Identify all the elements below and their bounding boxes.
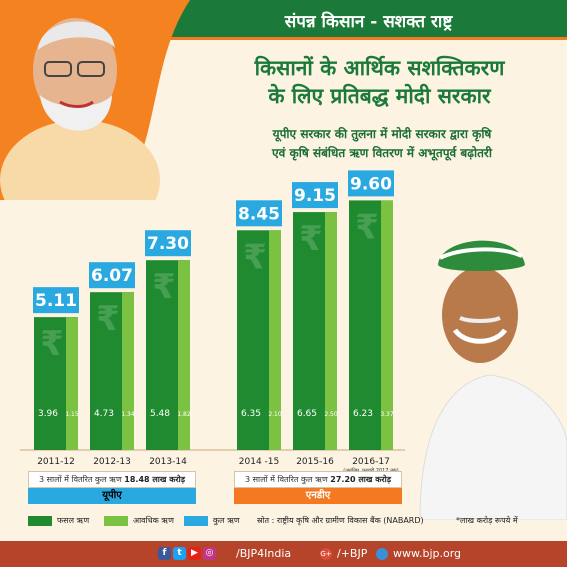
bar-term-1: [122, 292, 134, 450]
category-label-2: 2013-14: [149, 457, 187, 467]
total-label-1: 6.07: [91, 266, 133, 286]
bar-term-3: [269, 230, 281, 450]
crop-value-label-1: 4.73: [94, 409, 114, 419]
twitter-icon[interactable]: t: [173, 547, 186, 560]
bar-term-2: [178, 260, 190, 450]
leader-portrait: [0, 0, 190, 200]
term-value-label-3: 2.10: [268, 411, 282, 418]
category-label-4: 2015-16: [296, 457, 334, 467]
total-label-3: 8.45: [238, 204, 280, 224]
footer-bar: f t ▶ ◎ /BJP4India G+ /+BJP www.bjp.org: [0, 541, 567, 567]
legend-swatch-crop: [28, 516, 52, 526]
nda-summary-prefix: 3 सालों में वितरित कुल ऋण: [245, 475, 331, 484]
header-band: संपन्न किसान - सशक्त राष्ट्र: [170, 0, 567, 40]
crop-value-label-0: 3.96: [38, 409, 58, 419]
upa-group-label: यूपीए: [28, 488, 196, 504]
rupee-watermark-4: ₹: [299, 219, 323, 259]
google-plus-icon[interactable]: G+: [320, 548, 332, 560]
bar-term-0: [66, 317, 78, 450]
category-label-1: 2012-13: [93, 457, 131, 467]
term-value-label-4: 2.50: [324, 411, 338, 418]
farmer-illustration: [419, 240, 567, 520]
crop-value-label-4: 6.65: [297, 409, 317, 419]
legend-item-total: कुल ऋण: [184, 514, 240, 528]
total-label-4: 9.15: [294, 186, 336, 206]
term-value-label-5: 3.37: [380, 411, 394, 418]
legend-item-term: आवधिक ऋण: [104, 514, 174, 528]
category-label-5: 2016-17: [352, 457, 390, 467]
subheadline-line-2: एवं कृषि संबंधित ऋण वितरण में अभूतपूर्व …: [272, 146, 492, 160]
category-label-3: 2014 -15: [239, 457, 279, 467]
total-label-box-4: [292, 182, 338, 209]
website-link[interactable]: www.bjp.org: [393, 547, 462, 560]
total-label-box-0: [33, 287, 79, 314]
legend-swatch-total: [184, 516, 208, 526]
subheadline-line-1: यूपीए सरकार की तुलना में मोदी सरकार द्वा…: [272, 127, 492, 141]
rupee-watermark-5: ₹: [355, 207, 379, 247]
upa-summary: 3 सालों में वितरित कुल ऋण 18.48 लाख करोड…: [28, 471, 196, 488]
nda-group-label: एनडीए: [234, 488, 402, 504]
total-label-5: 9.60: [350, 174, 392, 194]
headline-line-2: के लिए प्रतिबद्ध मोदी सरकार: [268, 84, 491, 108]
unit-note: *लाख करोड़ रूपये में: [456, 516, 518, 525]
category-label-0: 2011-12: [37, 457, 75, 467]
instagram-icon[interactable]: ◎: [203, 547, 216, 560]
facebook-icon[interactable]: f: [158, 547, 171, 560]
social-icons: f t ▶ ◎: [158, 547, 216, 561]
legend-label-total: कुल ऋण: [213, 516, 240, 525]
term-value-label-1: 1.34: [121, 411, 135, 418]
term-value-label-0: 1.15: [65, 411, 79, 418]
total-label-0: 5.11: [35, 291, 77, 311]
chart-bars: ₹5.11 3.96 1.15 2011-12 ₹6.07 4.73 1.34 2012-13…: [20, 170, 405, 474]
bar-term-5: [381, 200, 393, 450]
total-label-2: 7.30: [147, 234, 189, 254]
total-label-box-3: [236, 200, 282, 227]
youtube-icon[interactable]: ▶: [188, 547, 201, 560]
total-label-box-5: [348, 170, 394, 197]
source-note: स्रोत : राष्ट्रीय कृषि और ग्रामीण विकास …: [257, 516, 424, 525]
rupee-watermark-3: ₹: [243, 237, 267, 277]
header-title: संपन्न किसान - सशक्त राष्ट्र: [284, 12, 453, 32]
bar-term-4: [325, 212, 337, 450]
nda-summary-amount: 27.20 लाख करोड़: [330, 475, 391, 484]
headline-line-1: किसानों के आर्थिक सशक्तिकरण: [254, 56, 505, 80]
header-stripe: [170, 37, 567, 40]
credit-bar-chart: ₹5.11 3.96 1.15 2011-12 ₹6.07 4.73 1.34 2012-13…: [20, 170, 405, 474]
term-value-label-2: 1.82: [177, 411, 191, 418]
legend-label-term: आवधिक ऋण: [133, 516, 174, 525]
crop-value-label-3: 6.35: [241, 409, 261, 419]
legend-swatch-term: [104, 516, 128, 526]
category-note-5: (अनंतिम, फरवरी 2017 तक): [343, 467, 398, 474]
rupee-watermark-1: ₹: [96, 299, 120, 339]
rupee-watermark-2: ₹: [152, 267, 176, 307]
upa-summary-amount: 18.48 लाख करोड़: [124, 475, 185, 484]
upa-summary-prefix: 3 सालों में वितरित कुल ऋण: [39, 475, 125, 484]
globe-icon[interactable]: [376, 548, 388, 560]
nda-summary: 3 सालों में वितरित कुल ऋण 27.20 लाख करोड…: [234, 471, 402, 488]
social-handle[interactable]: /BJP4India: [236, 547, 292, 560]
crop-value-label-2: 5.48: [150, 409, 170, 419]
rupee-watermark-0: ₹: [40, 324, 64, 364]
total-label-box-2: [145, 230, 191, 257]
total-label-box-1: [89, 262, 135, 289]
legend-label-crop: फसल ऋण: [57, 516, 90, 525]
google-plus-handle[interactable]: /+BJP: [337, 547, 368, 560]
crop-value-label-5: 6.23: [353, 409, 373, 419]
legend-item-crop: फसल ऋण: [28, 514, 89, 528]
